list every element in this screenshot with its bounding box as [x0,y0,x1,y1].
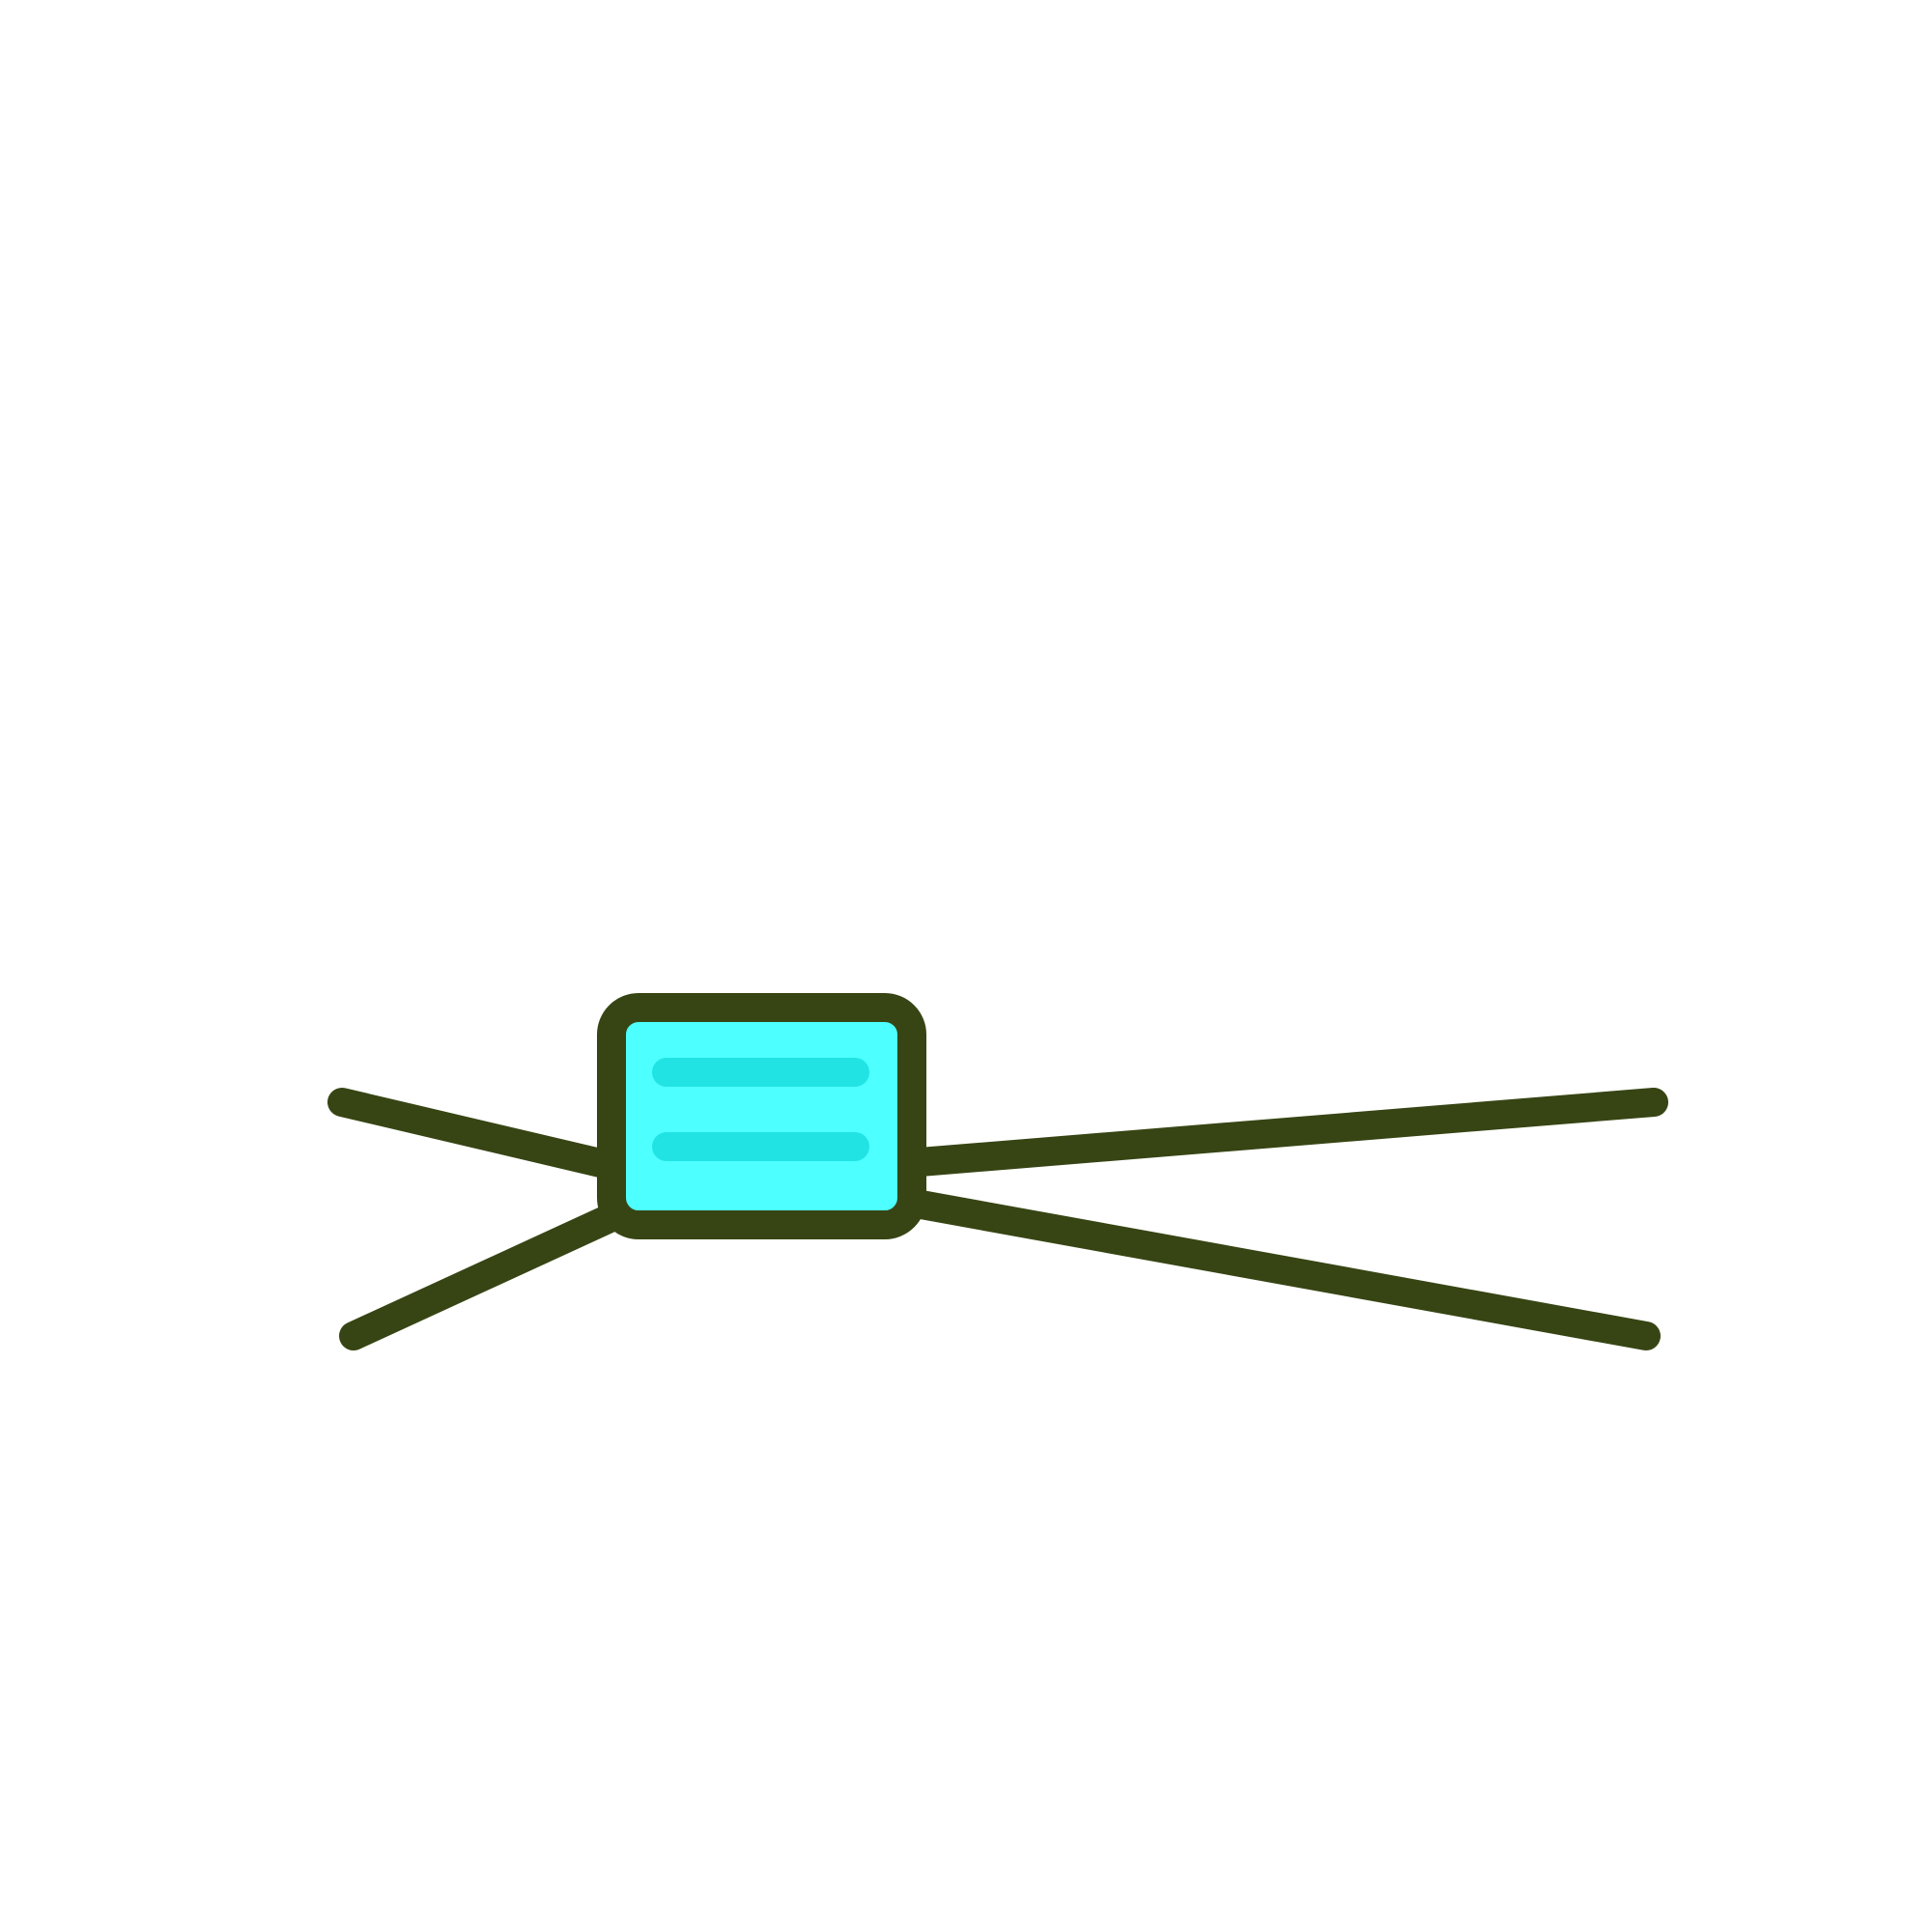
ear-straps [327,1088,1668,1350]
mask-pleats [652,1058,869,1161]
mask-body [597,993,926,1239]
strap-bottom-right [901,1189,1661,1350]
strap-top-right [905,1088,1668,1177]
strap-top-left [327,1088,623,1179]
strap-bottom-left [339,1200,633,1350]
